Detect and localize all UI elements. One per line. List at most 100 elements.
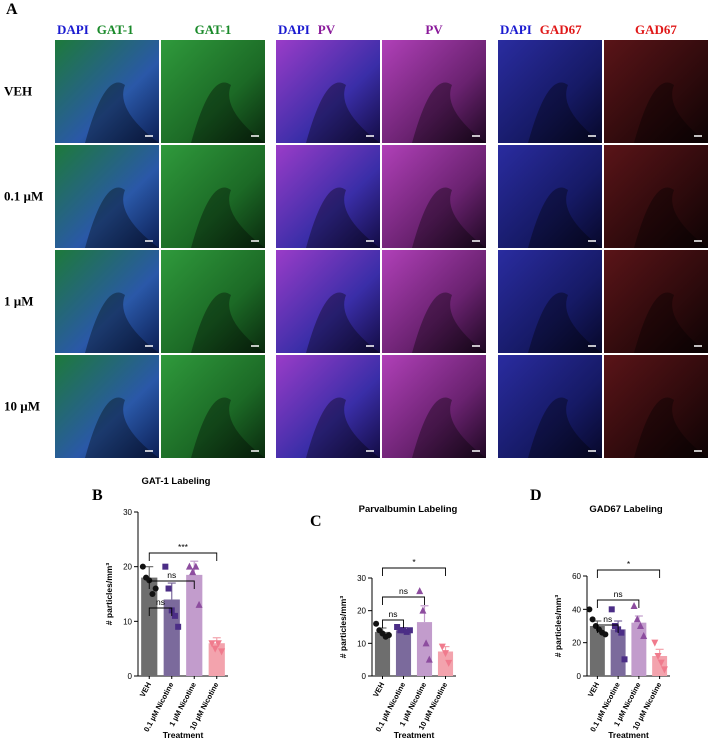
header-part: PV [318, 22, 336, 37]
micrograph [498, 355, 602, 458]
data-point [442, 650, 449, 658]
data-point [397, 627, 404, 634]
data-point [630, 602, 638, 609]
header-part: GAD67 [635, 22, 677, 37]
micrograph [498, 40, 602, 143]
y-tick-label: 60 [572, 572, 581, 581]
column-header: DAPI PV [278, 22, 336, 37]
micrograph [382, 145, 486, 248]
micrograph [276, 145, 380, 248]
header-part: GAT-1 [195, 22, 232, 37]
micrograph [276, 355, 380, 458]
y-tick-label: 20 [123, 563, 132, 572]
data-point [416, 587, 424, 595]
column-header: PV [425, 22, 443, 37]
tissue-shadow [191, 397, 265, 458]
data-point [149, 591, 156, 597]
significance-bracket [148, 607, 173, 616]
data-point [640, 632, 648, 639]
micrograph [604, 355, 708, 458]
data-point [171, 612, 178, 619]
tissue-shadow [634, 82, 708, 143]
significance-bracket [382, 619, 404, 628]
tissue-shadow [191, 82, 265, 143]
tissue-shadow [85, 397, 159, 458]
significance-label: * [412, 557, 416, 567]
data-point [400, 627, 407, 634]
panel-label: C [310, 513, 322, 530]
tissue-shadow [634, 187, 708, 248]
significance-label: * [627, 559, 631, 569]
data-point [636, 622, 644, 629]
data-point [189, 568, 197, 576]
significance-bracket [596, 624, 619, 633]
row-label: 0.1 µM [4, 189, 43, 204]
micrograph [161, 250, 265, 353]
data-point [657, 659, 665, 667]
y-axis-label: # particles/mm³ [553, 595, 563, 658]
tissue-shadow [412, 187, 486, 248]
data-point [195, 600, 203, 608]
y-tick-label: 0 [362, 672, 367, 681]
header-part: GAT-1 [97, 22, 134, 37]
micrograph [382, 250, 486, 353]
chart-title: Parvalbumin Labeling [359, 504, 458, 515]
tissue-shadow [528, 82, 602, 143]
bar [186, 574, 203, 676]
data-point [651, 639, 659, 647]
micrograph [276, 40, 380, 143]
significance-bracket [148, 552, 218, 561]
header-part: DAPI [278, 22, 310, 37]
bar [395, 630, 412, 676]
bar [652, 656, 668, 676]
significance-bracket [382, 596, 425, 605]
tissue-shadow [412, 82, 486, 143]
tissue-shadow [528, 397, 602, 458]
tissue-shadow [306, 187, 380, 248]
data-point [419, 606, 427, 614]
x-axis-label: Treatment [608, 730, 649, 740]
tissue-shadow [85, 82, 159, 143]
header-part: DAPI [500, 22, 532, 37]
y-axis-label: # particles/mm³ [338, 596, 348, 659]
data-point [586, 606, 593, 613]
data-point [373, 620, 380, 627]
data-point [425, 655, 433, 663]
row-label: VEH [4, 84, 32, 99]
tissue-shadow [306, 292, 380, 353]
y-tick-label: 0 [577, 672, 582, 681]
x-axis-label: Treatment [394, 730, 435, 740]
micrograph [161, 145, 265, 248]
row-label: 10 µM [4, 399, 40, 414]
header-part: PV [425, 22, 443, 37]
tissue-shadow [85, 292, 159, 353]
micrograph [161, 355, 265, 458]
data-point [445, 659, 453, 667]
micrograph [604, 40, 708, 143]
micrograph [498, 250, 602, 353]
data-point [633, 615, 641, 623]
data-point [589, 616, 596, 623]
tissue-shadow [306, 82, 380, 143]
tissue-shadow [412, 397, 486, 458]
data-point [162, 563, 169, 570]
data-point [608, 606, 615, 613]
data-point [654, 653, 662, 660]
data-point [214, 640, 222, 648]
data-point [211, 645, 219, 653]
data-point [185, 562, 193, 570]
significance-label: ns [167, 570, 176, 580]
y-tick-label: 30 [357, 574, 366, 583]
column-header: GAD67 [635, 22, 677, 37]
y-tick-label: 20 [572, 639, 581, 648]
bar [416, 622, 433, 676]
y-tick-label: 20 [357, 607, 366, 616]
micrograph [604, 250, 708, 353]
data-point [146, 577, 153, 584]
y-tick-label: 10 [123, 617, 132, 626]
data-point [208, 640, 216, 648]
micrograph [382, 40, 486, 143]
micrograph [382, 355, 486, 458]
x-tick-label: VEH [586, 681, 601, 699]
